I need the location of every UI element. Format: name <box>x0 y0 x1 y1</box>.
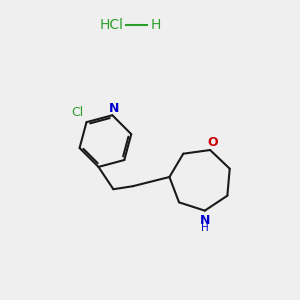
Text: H: H <box>151 18 161 32</box>
Text: N: N <box>109 102 119 115</box>
Text: O: O <box>207 136 218 148</box>
Text: HCl: HCl <box>99 18 123 32</box>
Text: Cl: Cl <box>71 106 83 119</box>
Text: H: H <box>201 223 209 233</box>
Text: N: N <box>200 214 210 226</box>
